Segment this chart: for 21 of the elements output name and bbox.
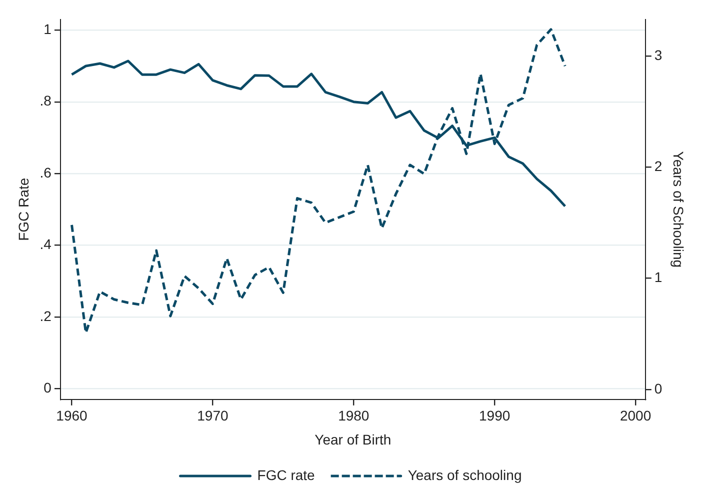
y2-tick-label: 3 [654,46,662,63]
x-tick-label: 1980 [338,408,370,424]
y-axis-title: FGC Rate [15,178,32,241]
x-axis-title: Year of Birth [314,431,392,448]
y-tick-label: .4 [40,236,52,252]
y-tick-label: .2 [40,308,52,324]
y2-tick-label: 0 [654,380,662,396]
x-tick-label: 2000 [620,408,652,424]
x-tick-label: 1960 [56,408,88,424]
x-tick-label: 1970 [197,408,228,424]
y-tick-label: 1 [44,21,52,38]
y2-tick-label: 2 [654,158,662,174]
legend-label: FGC rate [257,466,316,483]
x-tick-label: 1990 [479,408,510,424]
y-tick-label: .8 [40,92,52,109]
legend-label: Years of schooling [408,466,522,483]
y-tick-label: 0 [44,380,52,396]
line-series [70,28,566,334]
y2-axis-title: Years of Schooling [670,151,687,268]
y-tick-label: .6 [40,164,52,180]
y2-tick-label: 1 [654,269,662,286]
